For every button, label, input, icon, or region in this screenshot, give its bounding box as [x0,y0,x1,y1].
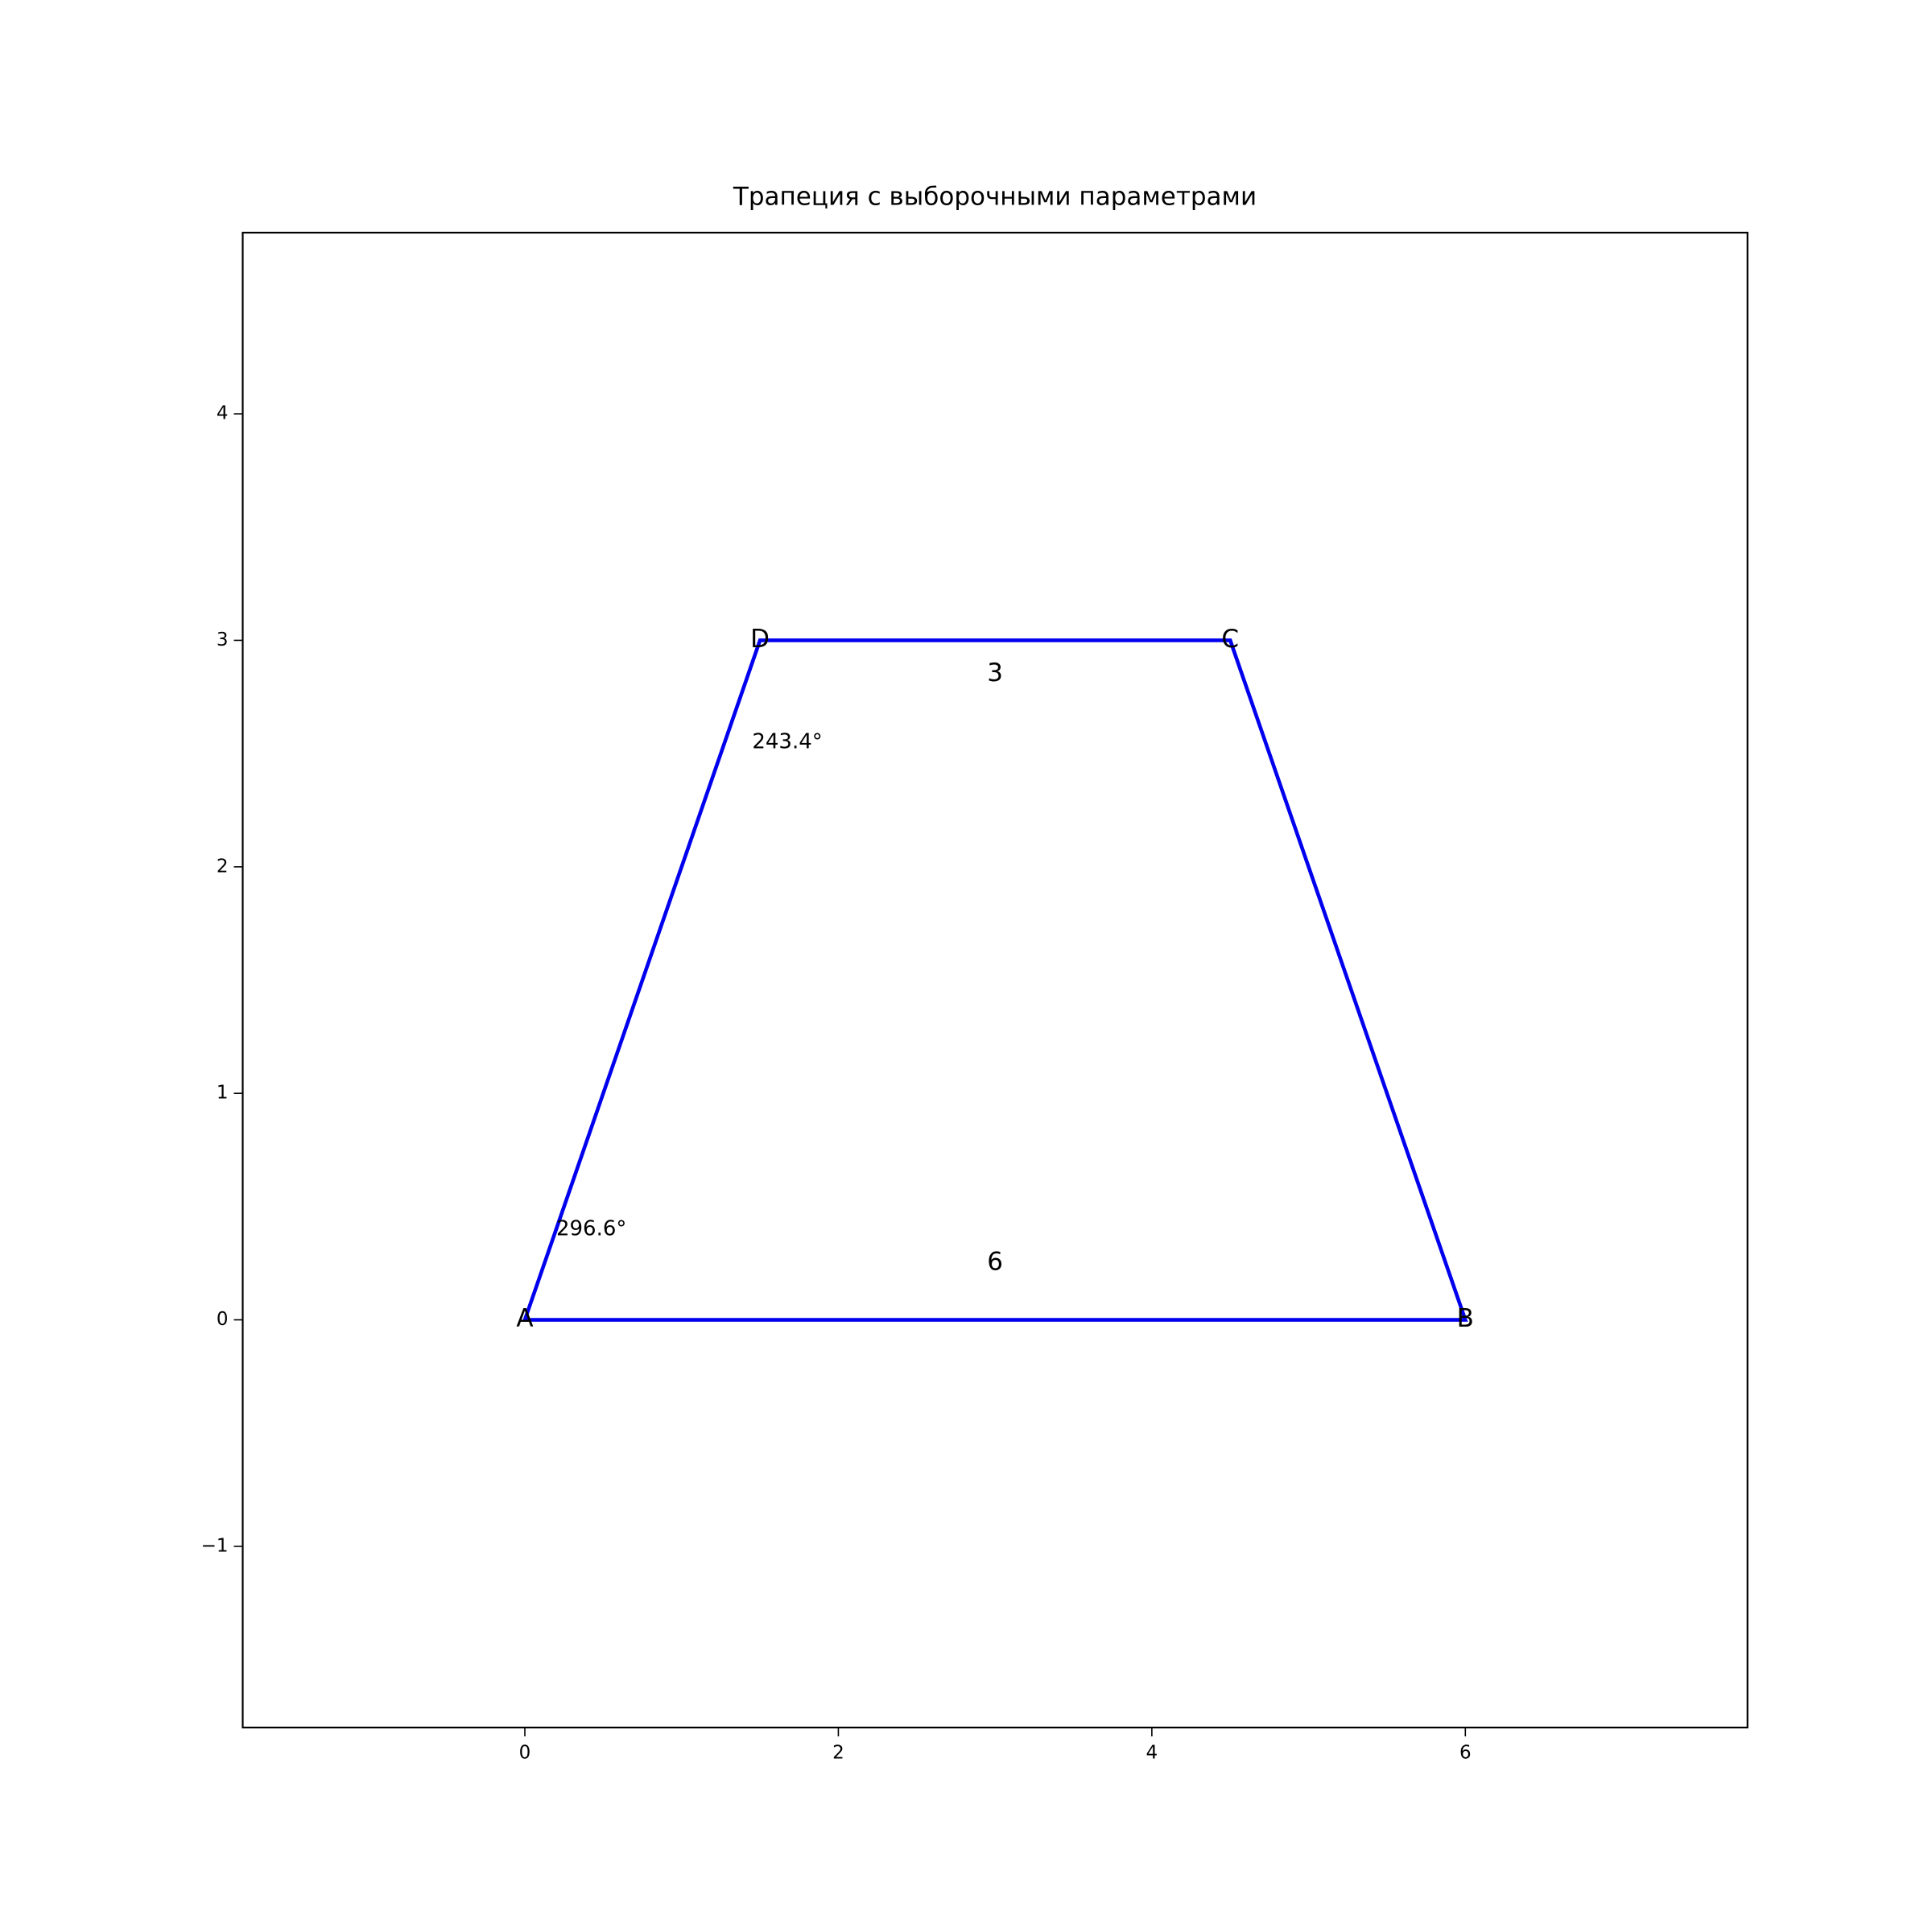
y-tick-label: −1 [201,1535,229,1556]
axes-frame [242,231,1748,1729]
y-tick-label: 3 [217,630,229,650]
chart-title: Трапеция с выборочными параметрами [733,183,1257,212]
vertex-label: A [516,1304,533,1333]
x-tick-label: 4 [1146,1743,1158,1764]
trapezoid [522,638,1468,1322]
y-tick-label: 1 [217,1083,229,1104]
side-length-label: 3 [987,658,1003,687]
angle-label: 243.4° [752,730,822,754]
x-tick-label: 0 [519,1743,531,1764]
y-tick-label: 2 [217,856,229,877]
side-length-label: 6 [987,1248,1003,1277]
x-tick-label: 2 [832,1743,844,1764]
vertex-label: B [1457,1304,1474,1333]
y-tick-label: 4 [217,403,229,424]
x-tick-label: 6 [1459,1743,1472,1764]
vertex-label: D [750,625,770,654]
y-tick-label: 0 [217,1309,229,1330]
angle-label: 296.6° [556,1217,626,1241]
vertex-label: C [1221,625,1239,654]
